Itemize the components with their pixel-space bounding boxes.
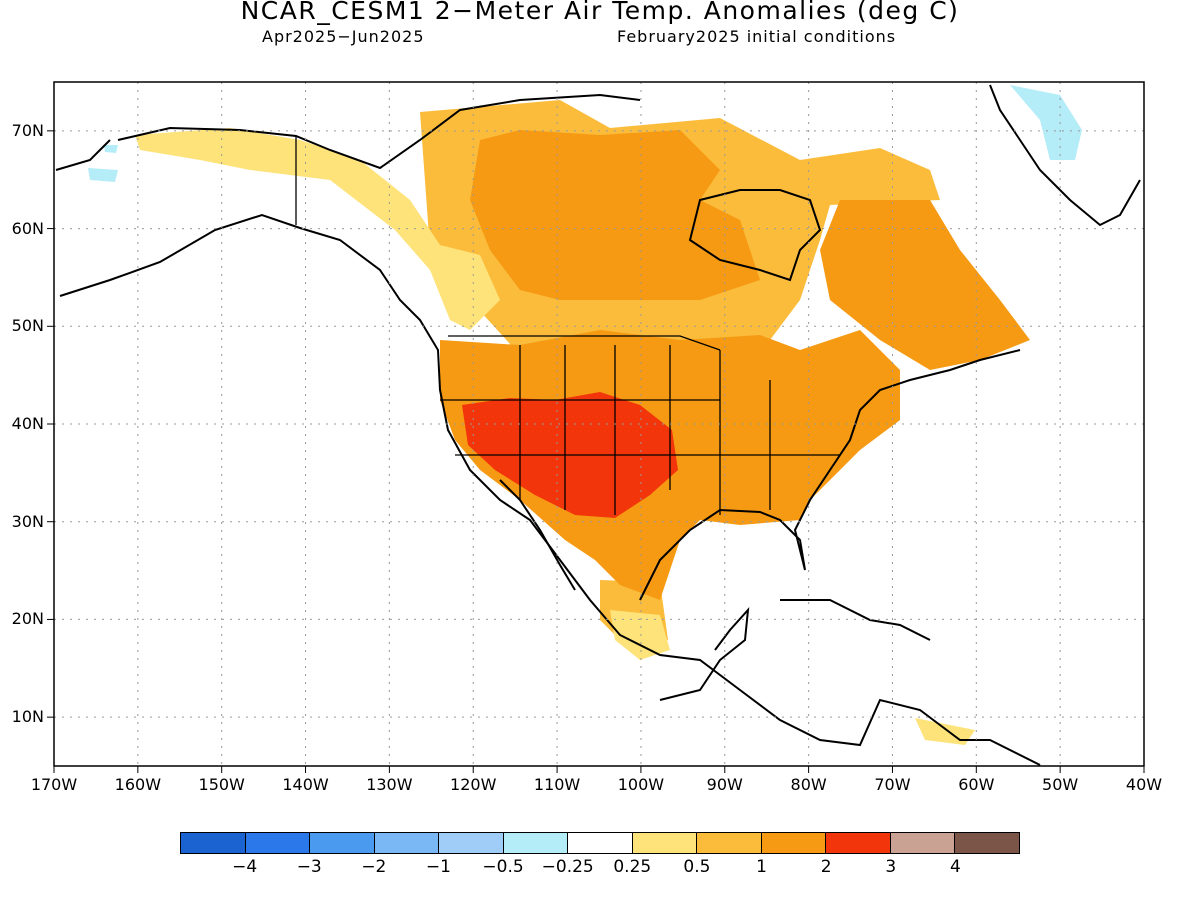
anomaly-region-0-25-to-0-5: [135, 128, 500, 330]
colorbar-swatch: [697, 833, 762, 853]
anomaly-region-negative: [1010, 85, 1082, 160]
colorbar-label: −3: [296, 857, 322, 877]
forecast-period: Apr2025−Jun2025: [262, 27, 425, 46]
map-plot-area: [54, 82, 1144, 766]
colorbar-label: −4: [232, 857, 258, 877]
colorbar-label: −0.25: [541, 857, 594, 877]
lon-label: 110W: [533, 775, 581, 794]
anomaly-region-negative: [88, 168, 118, 182]
colorbar-label: 4: [949, 857, 961, 877]
colorbar-label: 3: [885, 857, 897, 877]
coastlines: [55, 84, 1141, 766]
lat-label: 60N: [11, 218, 44, 238]
colorbar-label: −2: [361, 857, 387, 877]
anomaly-region-0-25-to-0-5: [915, 718, 975, 745]
lon-label: 160W: [114, 775, 162, 794]
lon-label: 50W: [1042, 775, 1079, 794]
colorbar-swatch: [439, 833, 504, 853]
lat-label: 20N: [11, 609, 44, 629]
colorbar-swatch: [761, 833, 827, 853]
lon-label: 130W: [366, 775, 413, 794]
colorbar-swatch: [955, 833, 1019, 853]
lon-label: 90W: [706, 775, 743, 794]
anomaly-region-1-to-2: [470, 130, 760, 300]
colorbar-swatch: [310, 833, 375, 853]
lon-label: 140W: [282, 775, 329, 794]
lat-label: 10N: [11, 707, 44, 727]
anomaly-region-0-25-to-0-5: [610, 610, 670, 660]
map-title: NCAR_CESM1 2−Meter Air Temp. Anomalies (…: [240, 0, 960, 25]
lon-label: 70W: [874, 775, 911, 794]
anomaly-region-1-to-2: [820, 200, 1030, 370]
lon-label: 80W: [790, 775, 827, 794]
initial-conditions: February2025 initial conditions: [617, 27, 897, 46]
graticule: [54, 82, 1144, 766]
lon-label: 100W: [617, 775, 665, 794]
colorbar-swatch: [503, 833, 569, 853]
state-borders: [295, 136, 840, 515]
colorbar-label: 1: [756, 857, 767, 877]
lat-label: 30N: [11, 511, 44, 531]
colorbar: [180, 832, 1020, 854]
lon-label: 150W: [198, 775, 245, 794]
colorbar-label: −1: [425, 857, 451, 877]
colorbar-swatch: [568, 833, 633, 853]
lon-label: 170W: [30, 775, 78, 794]
axis-ticks: [47, 130, 1145, 773]
colorbar-label: 0.25: [613, 857, 652, 877]
lon-label: 60W: [958, 775, 995, 794]
lat-label: 70N: [11, 120, 44, 140]
lon-label: 40W: [1125, 775, 1163, 794]
lat-label: 40N: [11, 414, 44, 433]
lat-label: 50N: [11, 316, 44, 336]
colorbar-swatch: [181, 833, 246, 853]
colorbar-swatch: [245, 833, 311, 853]
lon-label: 120W: [450, 775, 497, 794]
colorbar-label: −0.5: [482, 857, 524, 877]
anomaly-region-negative: [104, 145, 118, 153]
colorbar-swatch: [826, 833, 891, 853]
colorbar-label: 2: [820, 857, 832, 877]
colorbar-label: 0.5: [683, 857, 711, 877]
colorbar-swatch: [374, 833, 440, 853]
colorbar-swatch: [632, 833, 698, 853]
colorbar-swatch: [890, 833, 956, 853]
